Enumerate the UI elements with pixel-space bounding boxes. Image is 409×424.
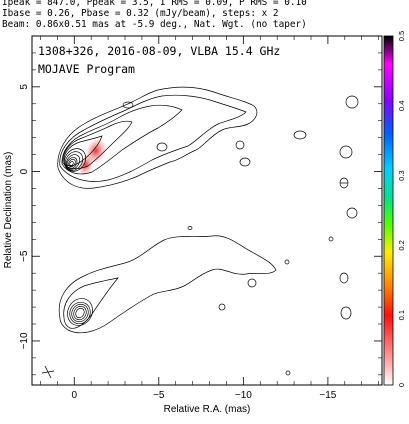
source-title: 1308+326, 2016-08-09, VLBA 15.4 GHz (38, 44, 280, 58)
lower-blob-6 (340, 306, 352, 320)
x-axis: 0 −5 −10 −15 (40, 36, 379, 401)
upper-contour-6 (63, 148, 87, 172)
colorbar-label: 0 (397, 383, 406, 387)
upper-blob-9 (346, 207, 358, 219)
y-tick-label: −5 (19, 250, 30, 262)
upper-blob-2 (156, 142, 168, 152)
beam-marker (41, 365, 55, 379)
plot-frame (31, 35, 383, 386)
upper-contour-2 (59, 94, 247, 182)
program-label: MOJAVE Program (38, 62, 135, 76)
x-tick-label: −15 (319, 390, 336, 401)
upper-outer-contour (57, 86, 258, 189)
y-tick-label: 5 (19, 84, 30, 90)
colorbar-label: 0.3 (397, 170, 406, 180)
lower-contour-3 (67, 298, 93, 326)
upper-blob-3 (235, 140, 245, 150)
lower-blob-7 (218, 303, 226, 311)
lower-blob-2 (247, 278, 257, 288)
upper-contour-3 (61, 104, 183, 175)
lower-panel-contours (58, 226, 352, 376)
upper-contour-11 (69, 161, 74, 166)
lower-outer-contour (58, 235, 277, 334)
upper-blob-1 (122, 101, 134, 109)
upper-blob-5 (293, 130, 307, 140)
lower-blob-8 (285, 370, 291, 376)
lower-blob-3 (284, 259, 290, 265)
colorbar-label: 0.2 (397, 240, 406, 250)
lower-blob-1 (187, 226, 193, 230)
header-line-beam: Beam: 0.86x0.51 mas at -5.9 deg., Nat. W… (2, 19, 307, 30)
upper-contour-7 (64, 151, 84, 171)
header-line-base: Ibase = 0.26, Pbase = 0.32 (mJy/beam), s… (2, 8, 279, 19)
upper-blob-6 (345, 95, 359, 109)
lower-blob-4 (328, 236, 334, 242)
y-axis: 5 0 −5 −10 (19, 52, 382, 376)
colorbar-label: 0.5 (397, 31, 406, 41)
y-axis-title: Relative Declination (mas) (3, 152, 14, 269)
y-tick-label: 0 (19, 168, 30, 174)
lower-contour-5 (71, 303, 89, 323)
colorbar (383, 35, 394, 386)
colorbar-label: 0.1 (397, 310, 406, 320)
upper-blob-7 (339, 145, 353, 159)
lower-contour-4 (69, 301, 91, 325)
x-tick-label: 0 (71, 390, 77, 401)
upper-contour-10 (68, 158, 76, 168)
lower-blob-5 (339, 272, 349, 284)
lower-contour-6 (73, 305, 87, 321)
lower-contour-2 (63, 277, 119, 329)
header-line-peak: Ipeak = 847.0, Ppeak = 3.5, I RMS = 0.09… (2, 0, 307, 8)
x-axis-title: Relative R.A. (mas) (164, 404, 251, 415)
upper-blob-4 (239, 157, 251, 167)
upper-contour-9 (66, 157, 78, 169)
colorbar-ticks: 0 0.1 0.2 0.3 0.4 0.5 (397, 31, 406, 387)
upper-contour-4 (62, 120, 133, 170)
upper-contour-8 (65, 154, 81, 170)
x-tick-label: −5 (153, 390, 165, 401)
upper-panel-contours (57, 86, 359, 219)
y-tick-label: −10 (19, 332, 30, 349)
x-tick-label: −10 (235, 390, 252, 401)
lower-contour-7 (75, 307, 85, 319)
colorbar-label: 0.4 (397, 101, 406, 111)
